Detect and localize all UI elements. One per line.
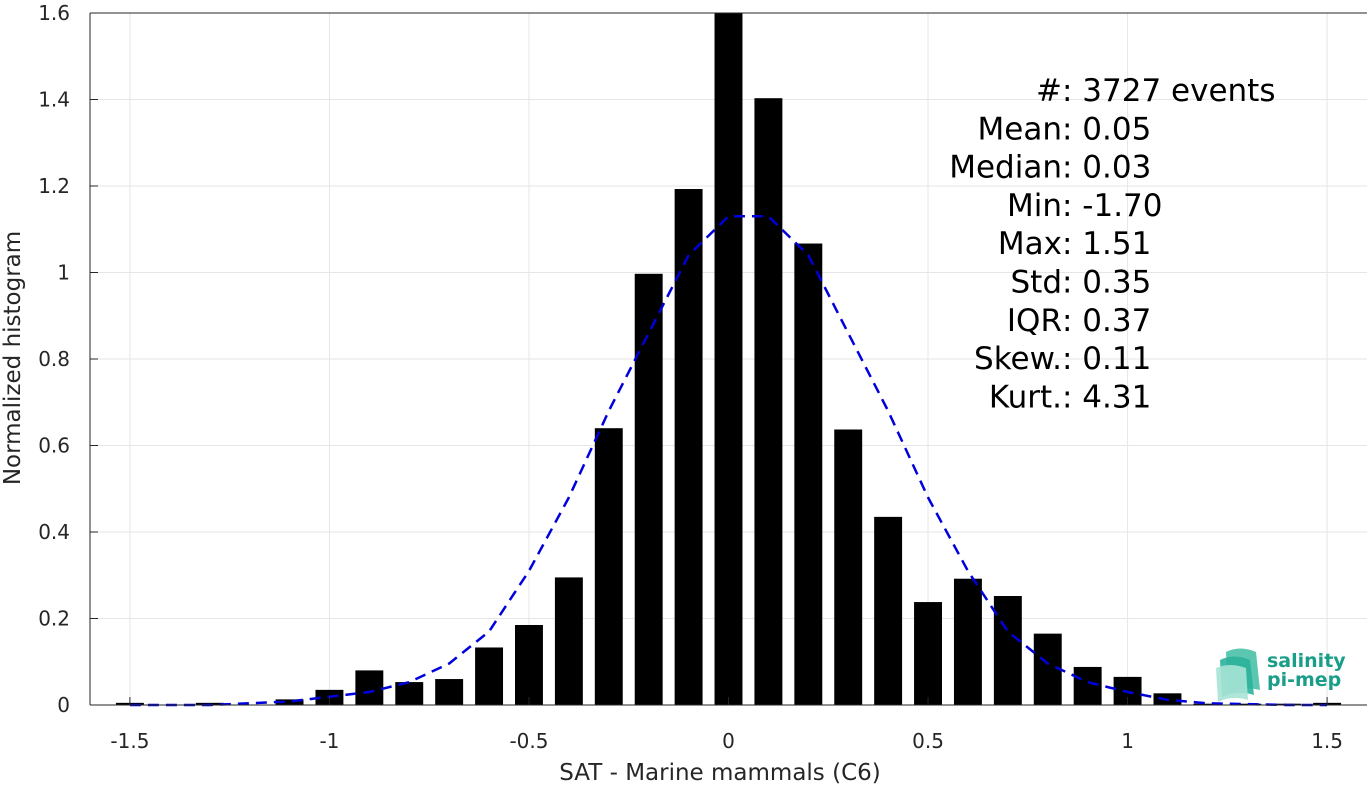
axes-frame: [89, 12, 1367, 706]
histogram-bar: [754, 98, 783, 705]
stat-value: : 3727 events: [1062, 73, 1276, 109]
stat-value: : 0.11: [1062, 341, 1151, 377]
stat-value: : 0.35: [1062, 265, 1151, 301]
fit-curve-group: [129, 215, 1328, 707]
histogram-bar: [395, 682, 424, 705]
x-tick-label: 0: [722, 729, 735, 753]
gaussian-fit-line: [129, 215, 1328, 707]
y-tick-label: 1: [57, 261, 70, 285]
stat-label: Max: [998, 226, 1062, 262]
stat-value: : 0.05: [1062, 111, 1151, 147]
histogram-bar: [1073, 666, 1102, 705]
histogram-bar: [953, 578, 982, 705]
stat-label: Min: [1007, 188, 1062, 224]
histogram-bar: [1033, 633, 1062, 705]
stat-label: Median: [949, 150, 1062, 186]
histogram-bar: [1193, 703, 1222, 705]
histogram-bar: [714, 13, 743, 705]
stat-value: : 1.51: [1062, 226, 1151, 262]
salinity-pi-mep-logo: salinity pi-mep: [1216, 648, 1346, 702]
histogram-bar: [475, 647, 504, 705]
histogram-bar: [515, 624, 543, 705]
x-tick-label: 1: [1121, 729, 1134, 753]
y-tick-label: 1.4: [38, 88, 70, 112]
y-tick-label: 1.6: [38, 1, 70, 25]
y-tick-labels: 0 0.2 0.4 0.6 0.8 1 1.2 1.4 1.6: [38, 1, 70, 717]
histogram-bar: [355, 670, 384, 705]
stat-label: IQR: [1007, 303, 1062, 339]
histogram-bars: [115, 13, 1342, 706]
x-tick-label: -1: [319, 729, 339, 753]
stat-label: Mean: [978, 111, 1062, 147]
histogram-bar: [914, 602, 942, 705]
histogram-bar: [834, 429, 863, 705]
histogram-bar: [435, 679, 464, 705]
histogram-bar: [634, 273, 663, 705]
stat-value: : -1.70: [1062, 188, 1163, 224]
histogram-bar: [275, 699, 304, 705]
histogram-bar: [874, 516, 903, 705]
histogram-bar: [993, 596, 1022, 705]
histogram-bar: [794, 243, 823, 705]
y-tick-label: 0.8: [38, 347, 70, 371]
y-tick-label: 0.6: [38, 434, 70, 458]
x-tick-label: 1.5: [1311, 729, 1343, 753]
x-tick-labels: -1.5 -1 -0.5 0 0.5 1 1.5: [110, 729, 1343, 753]
y-tick-label: 0: [57, 693, 70, 717]
stat-value: : 0.03: [1062, 150, 1151, 186]
stat-label: Skew.: [974, 341, 1062, 377]
logo-line-2: pi-mep: [1267, 669, 1341, 691]
stat-value: : 0.37: [1062, 303, 1151, 339]
stat-label: Kurt.: [989, 379, 1062, 415]
y-tick-label: 0.4: [38, 520, 70, 544]
x-axis-label: SAT - Marine mammals (C6): [559, 760, 881, 785]
y-tick-label: 0.2: [38, 607, 70, 631]
x-tick-label: -0.5: [509, 729, 548, 753]
x-tick-label: -1.5: [110, 729, 149, 753]
stat-label: Std: [1010, 265, 1062, 301]
histogram-bar: [1233, 703, 1262, 705]
histogram-bar: [594, 428, 623, 705]
y-tick-label: 1.2: [38, 174, 70, 198]
histogram-bar: [554, 577, 583, 705]
logo-line-1: salinity: [1267, 650, 1346, 672]
histogram-bar: [674, 189, 703, 706]
x-tick-label: 0.5: [912, 729, 944, 753]
stat-value: : 4.31: [1062, 379, 1151, 415]
logo-mark-icon: [1216, 648, 1260, 702]
stat-label: #: [1036, 73, 1062, 109]
y-axis-label: Normalized histogram: [0, 231, 26, 485]
